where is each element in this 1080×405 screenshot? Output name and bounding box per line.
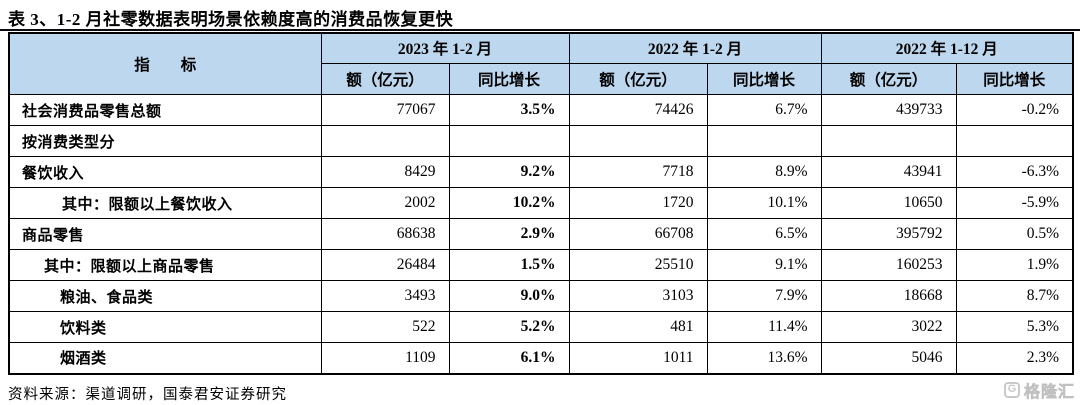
col-group-2023-1-2: 2023 年 1-2 月 [320, 32, 570, 64]
row-label: 其中：限额以上商品零售 [8, 249, 322, 281]
cell-amount-2022-12 [568, 125, 708, 157]
cell-amount-2022-12: 1011 [568, 342, 708, 374]
cell-growth-2022-12: 13.6% [706, 342, 822, 374]
source-note: 资料来源：渠道调研，国泰君安证券研究 [8, 386, 287, 403]
cell-amount-2022-full: 10650 [820, 187, 957, 219]
cell-growth-2022-12: 6.5% [706, 218, 822, 250]
cell-growth-2023: 2.9% [448, 218, 570, 250]
cell-growth-2022-full: -6.3% [955, 156, 1074, 188]
gelonghui-logo-icon: G [1003, 382, 1020, 398]
cell-growth-2023: 9.0% [448, 280, 570, 312]
row-label: 餐饮收入 [8, 156, 322, 188]
cell-growth-2022-full [955, 125, 1074, 157]
cell-amount-2022-full: 18668 [820, 280, 957, 312]
cell-amount-2022-full: 395792 [820, 218, 957, 250]
cell-amount-2022-full [820, 125, 957, 157]
cell-amount-2023: 1109 [320, 342, 450, 374]
cell-growth-2022-full: 2.3% [955, 342, 1074, 374]
cell-amount-2023: 3493 [320, 280, 450, 312]
cell-amount-2022-full: 3022 [820, 311, 957, 343]
gelonghui-brand-text: 格隆汇 [1023, 384, 1075, 402]
cell-growth-2022-full: -0.2% [955, 94, 1074, 126]
sub-header-amount: 额（亿元） [568, 63, 708, 95]
cell-growth-2022-full: 8.7% [955, 280, 1074, 312]
cell-growth-2022-full: 5.3% [955, 311, 1074, 343]
retail-data-table: 指 标 2023 年 1-2 月 2022 年 1-2 月 2022 年 1-1… [8, 31, 1075, 375]
cell-amount-2022-full: 439733 [820, 94, 957, 126]
page-title: 表 3、1-2 月社零数据表明场景依赖度高的消费品恢复更快 [8, 10, 454, 29]
cell-amount-2022-12: 1720 [568, 187, 708, 219]
sub-header-growth: 同比增长 [955, 63, 1074, 95]
cell-growth-2022-12: 10.1% [706, 187, 822, 219]
row-label: 社会消费品零售总额 [8, 94, 322, 126]
sub-header-amount: 额（亿元） [320, 63, 450, 95]
table-row: 烟酒类 1109 6.1% 1011 13.6% 5046 2.3% [8, 342, 1074, 374]
cell-amount-2023: 77067 [320, 94, 450, 126]
cell-growth-2022-full: -5.9% [955, 187, 1074, 219]
cell-amount-2023: 68638 [320, 218, 450, 250]
cell-amount-2022-12: 3103 [568, 280, 708, 312]
cell-amount-2023: 2002 [320, 187, 450, 219]
cell-amount-2022-full: 5046 [820, 342, 957, 374]
cell-growth-2023: 1.5% [448, 249, 570, 281]
indicator-header: 指 标 [8, 32, 322, 95]
cell-growth-2022-12: 7.9% [706, 280, 822, 312]
table-row: 其中：限额以上餐饮收入 2002 10.2% 1720 10.1% 10650 … [8, 187, 1074, 219]
cell-amount-2023: 8429 [320, 156, 450, 188]
row-label: 饮料类 [8, 311, 322, 343]
cell-growth-2022-12: 11.4% [706, 311, 822, 343]
cell-amount-2022-12: 74426 [568, 94, 708, 126]
sub-header-growth: 同比增长 [706, 63, 822, 95]
cell-amount-2022-full: 160253 [820, 249, 957, 281]
cell-growth-2022-12: 9.1% [706, 249, 822, 281]
table-row: 餐饮收入 8429 9.2% 7718 8.9% 43941 -6.3% [8, 156, 1074, 188]
header-row-subs: 额（亿元） 同比增长 额（亿元） 同比增长 额（亿元） 同比增长 [9, 63, 1074, 95]
cell-growth-2022-full: 1.9% [955, 249, 1074, 281]
table-row: 社会消费品零售总额 77067 3.5% 74426 6.7% 439733 -… [8, 94, 1074, 126]
header-row-groups: 指 标 2023 年 1-2 月 2022 年 1-2 月 2022 年 1-1… [8, 32, 1074, 95]
gelonghui-watermark: G 格隆汇 [1003, 378, 1075, 402]
table-row: 其中：限额以上商品零售 26484 1.5% 25510 9.1% 160253… [8, 249, 1074, 281]
table-header: 指 标 2023 年 1-2 月 2022 年 1-2 月 2022 年 1-1… [8, 32, 1074, 95]
cell-growth-2023: 5.2% [448, 311, 570, 343]
row-label: 其中：限额以上餐饮收入 [8, 187, 322, 219]
cell-growth-2022-12 [706, 125, 822, 157]
cell-amount-2023 [320, 125, 450, 157]
col-group-2022-1-2: 2022 年 1-2 月 [568, 32, 822, 64]
title-underline [0, 29, 1080, 31]
row-label: 粮油、食品类 [8, 280, 322, 312]
table-row: 按消费类型分 [8, 125, 1074, 157]
cell-growth-2023: 9.2% [448, 156, 570, 188]
sub-header-amount: 额（亿元） [820, 63, 957, 95]
row-label: 按消费类型分 [8, 125, 322, 157]
cell-amount-2023: 522 [320, 311, 450, 343]
cell-amount-2022-12: 25510 [568, 249, 708, 281]
cell-growth-2023: 10.2% [448, 187, 570, 219]
cell-amount-2022-full: 43941 [820, 156, 957, 188]
table-row: 饮料类 522 5.2% 481 11.4% 3022 5.3% [8, 311, 1074, 343]
table-row: 商品零售 68638 2.9% 66708 6.5% 395792 0.5% [8, 218, 1074, 250]
cell-growth-2022-12: 6.7% [706, 94, 822, 126]
cell-growth-2023 [448, 125, 570, 157]
cell-growth-2022-12: 8.9% [706, 156, 822, 188]
cell-amount-2023: 26484 [320, 249, 450, 281]
cell-amount-2022-12: 66708 [568, 218, 708, 250]
row-label: 烟酒类 [8, 342, 322, 374]
table-body: 社会消费品零售总额 77067 3.5% 74426 6.7% 439733 -… [8, 94, 1074, 374]
cell-amount-2022-12: 481 [568, 311, 708, 343]
sub-header-growth: 同比增长 [448, 63, 570, 95]
cell-growth-2023: 6.1% [448, 342, 570, 374]
col-group-2022-1-12: 2022 年 1-12 月 [820, 32, 1074, 64]
cell-amount-2022-12: 7718 [568, 156, 708, 188]
table-row: 粮油、食品类 3493 9.0% 3103 7.9% 18668 8.7% [8, 280, 1074, 312]
row-label: 商品零售 [8, 218, 322, 250]
cell-growth-2023: 3.5% [448, 94, 570, 126]
cell-growth-2022-full: 0.5% [955, 218, 1074, 250]
